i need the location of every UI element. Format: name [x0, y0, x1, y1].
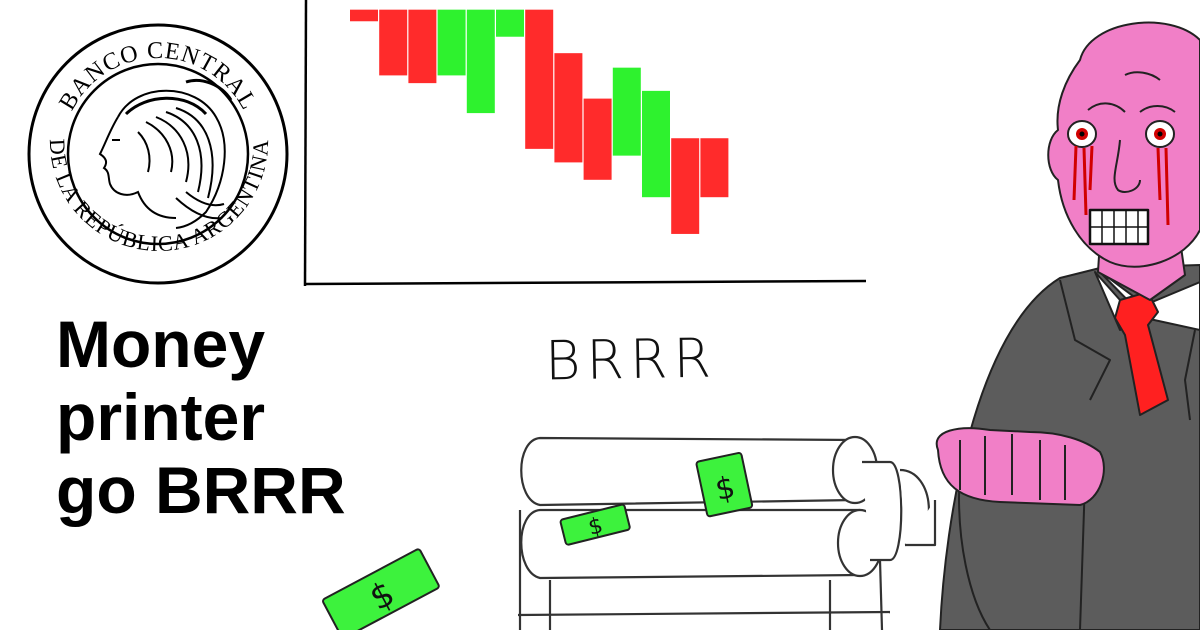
angry-man-figure	[935, 21, 1200, 630]
banknote-icon: $	[559, 503, 631, 546]
headline-line-2: printer	[56, 380, 266, 454]
meme-headline: Money printer go BRRR	[56, 308, 416, 527]
candle-up-5	[496, 9, 524, 37]
headline-line-1: Money	[56, 307, 266, 381]
brrr-sound-text: BRRR	[544, 326, 718, 393]
candle-down-11	[671, 138, 700, 234]
candle-down-0	[350, 9, 378, 22]
candle-down-2	[408, 9, 437, 84]
headline-line-3: go BRRR	[56, 453, 346, 527]
banknote-icon: $	[322, 548, 440, 630]
seal-text-top: BANCO CENTRAL	[54, 38, 261, 115]
x-axis	[304, 279, 867, 286]
candle-down-1	[379, 9, 408, 76]
candle-up-9	[612, 67, 641, 156]
candle-up-3	[437, 9, 466, 76]
candles-group	[350, 9, 729, 234]
seal-text-bottom: DE LA REPÚBLICA ARGENTINA	[45, 138, 274, 256]
central-bank-seal: BANCO CENTRAL DE LA REPÚBLICA ARGENTINA	[27, 23, 289, 285]
liberty-head-icon	[98, 78, 233, 229]
candle-down-7	[554, 53, 583, 163]
banknote-icon: $	[695, 451, 754, 518]
candle-down-6	[525, 9, 554, 149]
candle-up-10	[642, 90, 670, 198]
price-chart	[303, 0, 867, 287]
svg-text:$: $	[712, 470, 738, 508]
y-axis	[303, 0, 308, 287]
money-printer	[517, 435, 937, 630]
svg-text:$: $	[363, 574, 401, 619]
svg-text:$: $	[586, 513, 606, 541]
candle-down-12	[700, 138, 729, 198]
candle-up-4	[466, 9, 495, 114]
candle-down-8	[583, 98, 612, 180]
